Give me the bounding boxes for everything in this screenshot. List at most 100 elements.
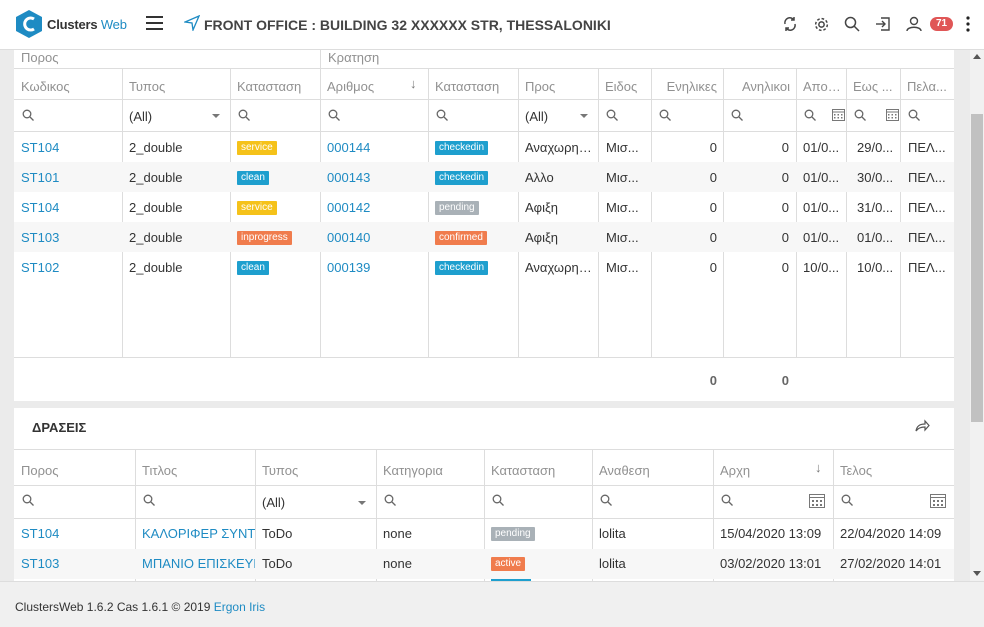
scroll-down-icon[interactable] xyxy=(973,571,981,576)
scrollbar-thumb[interactable] xyxy=(971,114,983,422)
from-date: 01/0... xyxy=(803,170,840,185)
column-header[interactable]: Αρχη xyxy=(720,463,751,478)
search-icon[interactable] xyxy=(22,494,34,506)
more-options-icon[interactable] xyxy=(957,12,979,36)
column-header[interactable]: Ενηλικες xyxy=(666,79,717,94)
app-logo[interactable]: Clusters Web xyxy=(15,9,127,39)
user-icon[interactable] xyxy=(903,12,925,36)
footer-link[interactable]: Ergon Iris xyxy=(213,600,266,614)
room-link[interactable]: ST104 xyxy=(21,526,60,541)
booking-number-link[interactable]: 000142 xyxy=(327,200,371,215)
column-header[interactable]: Αριθμος xyxy=(327,79,375,94)
actions-title: ΔΡΑΣΕΙΣ xyxy=(32,420,87,435)
search-icon[interactable] xyxy=(492,494,504,506)
search-icon[interactable] xyxy=(841,12,863,36)
calendar-icon[interactable] xyxy=(886,108,900,122)
room-code-link[interactable]: ST102 xyxy=(21,260,60,275)
search-icon[interactable] xyxy=(328,109,340,121)
start-date: 03/02/2020 13:01 xyxy=(720,556,822,571)
search-icon[interactable] xyxy=(804,109,816,121)
calendar-icon[interactable] xyxy=(930,492,946,508)
logout-icon[interactable] xyxy=(872,12,894,36)
room-status-badge: service xyxy=(237,141,277,155)
filter-select[interactable]: (All) xyxy=(129,109,153,124)
column-header[interactable]: Κατασταση xyxy=(237,79,302,94)
column-header[interactable]: Πορος xyxy=(21,463,59,478)
end-date: 22/04/2020 14:09 xyxy=(840,526,942,541)
adults-count: 0 xyxy=(709,260,717,275)
column-divider xyxy=(833,449,834,581)
footer-text: ClustersWeb 1.6.2 Cas 1.6.1 © 2019 Ergon… xyxy=(15,600,266,614)
notification-badge[interactable]: 71 xyxy=(930,17,954,31)
column-header[interactable]: Κατασταση xyxy=(435,79,500,94)
column-header[interactable]: Εως ... xyxy=(853,79,893,94)
filter-select[interactable]: (All) xyxy=(262,495,286,510)
column-header[interactable]: Απο ... xyxy=(803,79,841,94)
action-title-link[interactable]: ΚΑΛΟΡΙΦΕΡ ΣΥΝΤΗΡ xyxy=(142,526,255,541)
room-code-link[interactable]: ST101 xyxy=(21,170,60,185)
column-header[interactable]: Πελα... xyxy=(907,79,947,94)
room-code-link[interactable]: ST104 xyxy=(21,200,60,215)
gear-icon[interactable] xyxy=(810,12,832,36)
calendar-icon[interactable] xyxy=(832,108,846,122)
group-header-booking: Κρατηση xyxy=(328,50,380,65)
search-icon[interactable] xyxy=(436,109,448,121)
calendar-icon[interactable] xyxy=(809,492,825,508)
search-icon[interactable] xyxy=(600,494,612,506)
column-header[interactable]: Τυπος xyxy=(129,79,166,94)
booking-number-link[interactable]: 000139 xyxy=(327,260,371,275)
column-header[interactable]: Κωδικος xyxy=(21,79,70,94)
search-icon[interactable] xyxy=(238,109,250,121)
top-bar: Clusters Web FRONT OFFICE : BUILDING 32 … xyxy=(0,0,984,50)
search-icon[interactable] xyxy=(22,109,34,121)
search-icon[interactable] xyxy=(854,109,866,121)
scroll-up-icon[interactable] xyxy=(973,54,981,59)
column-header[interactable]: Τελος xyxy=(840,463,873,478)
booking-number-link[interactable]: 000144 xyxy=(327,140,371,155)
column-header[interactable]: Ειδος xyxy=(605,79,638,94)
menu-toggle-icon[interactable] xyxy=(146,16,163,30)
sync-icon[interactable] xyxy=(779,12,801,36)
room-code-link[interactable]: ST104 xyxy=(21,140,60,155)
action-title-link[interactable]: ΜΠΑΝΙΟ ΕΠΙΣΚΕΥΗ xyxy=(142,556,255,571)
destination: Αναχωρησ... xyxy=(525,140,595,155)
sort-desc-icon[interactable]: ↓ xyxy=(410,76,417,91)
customer: ΠΕΛ... xyxy=(908,200,946,215)
booking-number-link[interactable]: 000143 xyxy=(327,170,371,185)
divider xyxy=(14,68,954,69)
room-link[interactable]: ST103 xyxy=(21,556,60,571)
chevron-down-icon[interactable] xyxy=(358,501,366,505)
page-scrollbar[interactable] xyxy=(970,50,984,581)
search-icon[interactable] xyxy=(384,494,396,506)
table-row[interactable] xyxy=(14,549,954,579)
start-date: 15/04/2020 13:09 xyxy=(720,526,822,541)
filter-select[interactable]: (All) xyxy=(525,109,549,124)
sort-desc-icon[interactable]: ↓ xyxy=(815,460,822,475)
chevron-down-icon[interactable] xyxy=(580,114,588,118)
actions-panel: ΔΡΑΣΕΙΣ Πορος Τιτλος Τυπος Κατηγορια Καταστα… xyxy=(14,408,954,581)
kind: Μισ... xyxy=(606,260,639,275)
search-icon[interactable] xyxy=(721,494,733,506)
room-code-link[interactable]: ST103 xyxy=(21,230,60,245)
booking-number-link[interactable]: 000140 xyxy=(327,230,371,245)
share-icon[interactable] xyxy=(914,419,932,435)
room-status-badge: inprogress xyxy=(237,231,292,245)
customer: ΠΕΛ... xyxy=(908,230,946,245)
search-icon[interactable] xyxy=(731,109,743,121)
from-date: 01/0... xyxy=(803,200,840,215)
column-header[interactable]: Κατασταση xyxy=(491,463,556,478)
column-header[interactable]: Κατηγορια xyxy=(383,463,443,478)
search-icon[interactable] xyxy=(908,109,920,121)
search-icon[interactable] xyxy=(841,494,853,506)
chevron-down-icon[interactable] xyxy=(212,114,220,118)
column-header[interactable]: Ανηλικοι xyxy=(741,79,790,94)
column-header[interactable]: Αναθεση xyxy=(599,463,650,478)
column-header[interactable]: Τιτλος xyxy=(142,463,178,478)
column-header[interactable]: Προς xyxy=(525,79,556,94)
search-icon[interactable] xyxy=(606,109,618,121)
column-header[interactable]: Τυπος xyxy=(262,463,299,478)
divider xyxy=(14,131,954,132)
action-category: none xyxy=(383,526,412,541)
search-icon[interactable] xyxy=(659,109,671,121)
search-icon[interactable] xyxy=(143,494,155,506)
